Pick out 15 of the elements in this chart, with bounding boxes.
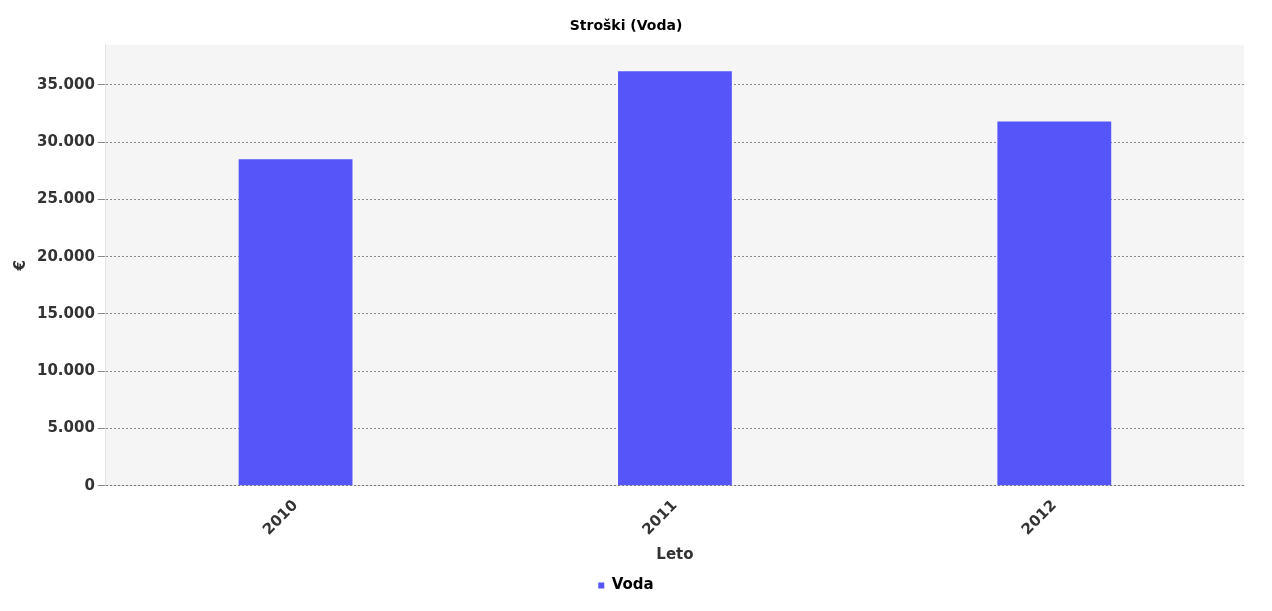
- bar: [618, 71, 732, 486]
- legend-label: Voda: [611, 575, 654, 594]
- y-tick-label: 35.000: [36, 74, 95, 93]
- y-tick-label: 10.000: [36, 361, 95, 380]
- y-tick-label: 20.000: [36, 246, 95, 265]
- y-tick-label: 5.000: [47, 418, 95, 437]
- y-axis-title: €: [10, 260, 29, 272]
- bar: [238, 159, 353, 486]
- chart-title: Stroški (Voda): [569, 17, 683, 34]
- x-axis-title: Leto: [656, 544, 694, 563]
- y-tick-label: 0: [84, 475, 95, 494]
- bar: [997, 121, 1112, 486]
- y-tick-label: 15.000: [36, 303, 95, 322]
- y-tick-label: 30.000: [36, 132, 95, 151]
- y-tick-label: 25.000: [36, 189, 95, 208]
